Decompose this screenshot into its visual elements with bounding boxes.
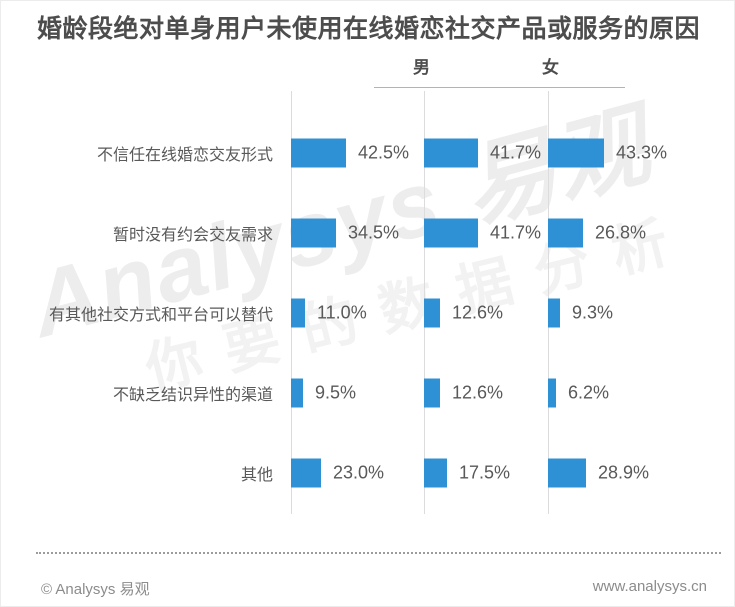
- bar: [291, 138, 346, 168]
- footer-divider: [36, 552, 721, 554]
- bar-group: 9.5%: [291, 378, 357, 408]
- category-label: 有其他社交方式和平台可以替代: [48, 307, 273, 324]
- bar-group: 6.2%: [548, 378, 610, 408]
- chart-row: 暂时没有约会交友需求 34.5% 41.7% 26.8%: [1, 193, 734, 273]
- bar-group: 17.5%: [424, 458, 511, 488]
- bar-group: 41.7%: [424, 218, 542, 248]
- bar-value: 12.6%: [452, 302, 504, 323]
- bar: [548, 378, 556, 408]
- bar-value: 17.5%: [459, 462, 511, 483]
- bar-group: 23.0%: [291, 458, 385, 488]
- bar-value: 43.3%: [616, 142, 668, 163]
- bar: [291, 458, 321, 488]
- bar: [291, 378, 303, 408]
- bar-value: 6.2%: [568, 382, 610, 403]
- bar: [548, 138, 604, 168]
- bar-group: 28.9%: [548, 458, 650, 488]
- column-header-female: 女: [542, 58, 559, 77]
- bar-group: 42.5%: [291, 138, 410, 168]
- bar-group: 43.3%: [548, 138, 668, 168]
- chart-title: 婚龄段绝对单身用户未使用在线婚恋社交产品或服务的原因: [37, 15, 701, 43]
- footer: © Analysys 易观 www.analysys.cn: [41, 578, 707, 599]
- bar: [424, 458, 447, 488]
- bar-group: 11.0%: [291, 298, 367, 328]
- copyright-text: © Analysys 易观: [41, 581, 150, 598]
- bar: [548, 218, 583, 248]
- bar: [424, 218, 478, 248]
- category-label: 不信任在线婚恋交友形式: [96, 147, 273, 164]
- website-text: www.analysys.cn: [592, 578, 707, 595]
- bar: [291, 218, 336, 248]
- bar: [424, 138, 478, 168]
- chart-row: 不缺乏结识异性的渠道 9.5% 12.6% 6.2%: [1, 353, 734, 433]
- bar-value: 23.0%: [333, 462, 385, 483]
- bar-group: 41.7%: [424, 138, 542, 168]
- bar-group: 12.6%: [424, 378, 504, 408]
- category-label: 暂时没有约会交友需求: [112, 227, 273, 244]
- header-underline: [374, 87, 625, 88]
- chart-row: 其他 23.0% 17.5% 28.9%: [1, 433, 734, 513]
- column-header-male: 男: [413, 58, 430, 77]
- chart-row: 不信任在线婚恋交友形式 42.5% 41.7% 43.3%: [1, 113, 734, 193]
- bar: [548, 298, 560, 328]
- bar-group: 34.5%: [291, 218, 400, 248]
- bar: [291, 298, 305, 328]
- bar-value: 9.3%: [572, 302, 614, 323]
- bar-value: 34.5%: [348, 222, 400, 243]
- bar-value: 41.7%: [490, 142, 542, 163]
- bar-value: 28.9%: [598, 462, 650, 483]
- bar-group: 12.6%: [424, 298, 504, 328]
- category-label: 不缺乏结识异性的渠道: [112, 387, 273, 404]
- bar-group: 26.8%: [548, 218, 647, 248]
- bar-value: 12.6%: [452, 382, 504, 403]
- bar-value: 42.5%: [358, 142, 410, 163]
- bar: [424, 378, 440, 408]
- chart-row: 有其他社交方式和平台可以替代 11.0% 12.6% 9.3%: [1, 273, 734, 353]
- bar: [548, 458, 586, 488]
- bar-value: 11.0%: [317, 302, 367, 323]
- bar-value: 41.7%: [490, 222, 542, 243]
- bar-group: 9.3%: [548, 298, 614, 328]
- bar-value: 9.5%: [315, 382, 357, 403]
- category-label: 其他: [240, 467, 273, 484]
- bar: [424, 298, 440, 328]
- bar-value: 26.8%: [595, 222, 647, 243]
- chart-rows: 不信任在线婚恋交友形式 42.5% 41.7% 43.3% 暂时没有约会交友需求…: [1, 113, 734, 513]
